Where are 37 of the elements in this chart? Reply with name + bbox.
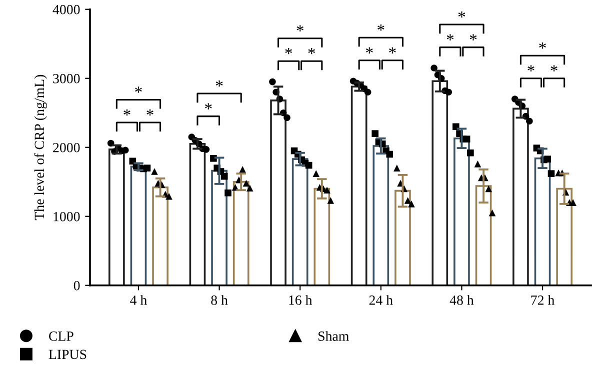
- annotation: *: [308, 48, 315, 54]
- annotation: *: [539, 42, 546, 49]
- x-tick-label: 16 h: [289, 295, 312, 305]
- bar: [189, 143, 206, 286]
- x-tick-label: 8 h: [211, 295, 228, 305]
- y-tick-label: 2000: [53, 142, 80, 152]
- annotation: *: [146, 109, 154, 116]
- legend-label: LIPUS: [48, 350, 86, 360]
- annotation: *: [296, 25, 304, 32]
- annotation: *: [285, 48, 292, 54]
- annotation: *: [446, 34, 454, 40]
- annotation: *: [550, 65, 558, 72]
- bar: [292, 158, 308, 286]
- x-tick-label: 72 h: [531, 295, 554, 305]
- y-tick-label: 1000: [54, 212, 80, 222]
- bar: [108, 148, 125, 286]
- annotation: *: [389, 47, 396, 54]
- y-axis-title: The level of CRP (ng/mL): [34, 74, 47, 220]
- x-tick-label: 24 h: [369, 295, 393, 305]
- bar: [130, 166, 147, 286]
- annotation: *: [135, 86, 142, 93]
- annotation: *: [458, 11, 466, 18]
- y-tick-label: 4000: [52, 4, 80, 14]
- annotation: *: [528, 65, 534, 72]
- annotation: *: [205, 103, 212, 110]
- bar: [350, 86, 368, 286]
- legend-label: CLP: [49, 332, 74, 341]
- annotation: *: [470, 34, 477, 40]
- x-tick-label: 4 h: [130, 295, 147, 305]
- y-tick-label: 3000: [53, 74, 80, 84]
- annotation: *: [124, 109, 130, 116]
- annotation: *: [378, 24, 384, 31]
- annotation: *: [216, 80, 223, 87]
- legend-label: Sham: [318, 331, 349, 341]
- y-tick-label: 0: [74, 280, 80, 290]
- x-tick-label: 48 h: [450, 295, 474, 305]
- annotation: *: [366, 47, 373, 54]
